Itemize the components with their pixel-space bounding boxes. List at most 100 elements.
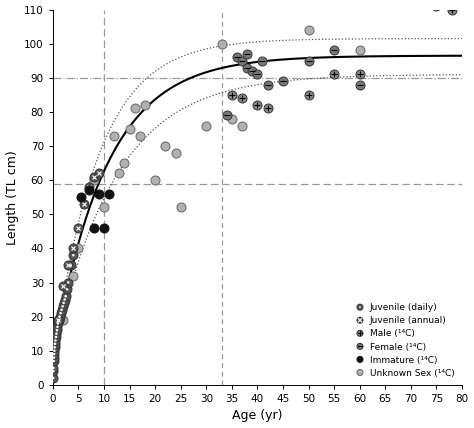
Point xyxy=(100,204,108,211)
Point xyxy=(85,184,92,190)
Point xyxy=(55,317,62,324)
Point xyxy=(243,64,251,71)
Point xyxy=(51,347,58,354)
Point xyxy=(51,341,59,348)
Point xyxy=(254,71,261,78)
Point xyxy=(64,286,71,293)
Point xyxy=(77,194,85,201)
Point xyxy=(53,330,60,337)
Point xyxy=(238,122,246,129)
Point xyxy=(305,92,312,98)
Point xyxy=(151,177,159,184)
Point xyxy=(55,317,62,324)
Point xyxy=(62,293,70,300)
Point xyxy=(60,300,67,306)
Point xyxy=(57,310,64,317)
Point xyxy=(330,47,338,54)
Point xyxy=(58,306,65,313)
Point xyxy=(131,105,138,112)
Point xyxy=(228,115,236,122)
Point xyxy=(90,173,98,180)
Point xyxy=(228,92,236,98)
Point xyxy=(54,320,62,327)
Point xyxy=(56,313,64,320)
Point xyxy=(433,3,440,9)
Point xyxy=(116,170,123,177)
Legend: Juvenile (daily), Juvenile (annual), Male (¹⁴C), Female (¹⁴C), Immature (¹⁴C), U: Juvenile (daily), Juvenile (annual), Mal… xyxy=(353,300,457,380)
Point xyxy=(85,187,92,194)
Point xyxy=(50,357,57,364)
Point xyxy=(57,310,64,317)
Point xyxy=(218,40,226,47)
Point xyxy=(126,125,133,132)
Point xyxy=(254,102,261,109)
Point xyxy=(55,317,63,324)
Point xyxy=(243,51,251,57)
Point xyxy=(356,47,364,54)
Point xyxy=(53,327,61,334)
Point xyxy=(50,354,58,361)
Point xyxy=(70,252,77,259)
Point xyxy=(55,317,63,324)
Point xyxy=(264,105,272,112)
Point xyxy=(95,170,103,177)
Point xyxy=(50,351,58,357)
Point xyxy=(248,68,256,74)
Point xyxy=(59,303,66,310)
Point xyxy=(238,95,246,102)
Point xyxy=(64,286,71,293)
Point xyxy=(67,262,74,269)
Point xyxy=(52,337,59,344)
Point xyxy=(90,225,98,232)
Point xyxy=(100,225,108,232)
Point xyxy=(54,324,61,330)
Point xyxy=(52,334,60,341)
Point xyxy=(70,252,77,259)
Point xyxy=(264,81,272,88)
Point xyxy=(202,122,210,129)
Point xyxy=(61,296,68,303)
Point xyxy=(121,160,128,166)
Point xyxy=(75,245,82,252)
Point xyxy=(54,320,62,327)
Point xyxy=(50,364,57,371)
Point xyxy=(60,300,67,306)
Point xyxy=(141,102,149,109)
Point xyxy=(50,354,58,361)
Point xyxy=(64,262,72,269)
Point xyxy=(59,317,67,324)
Point xyxy=(305,57,312,64)
Point xyxy=(52,337,59,344)
Point xyxy=(58,306,65,313)
Point xyxy=(54,317,62,324)
Point xyxy=(223,112,230,119)
Point xyxy=(330,71,338,78)
Point xyxy=(70,272,77,279)
Y-axis label: Length (TL cm): Length (TL cm) xyxy=(6,150,18,244)
Point xyxy=(305,27,312,33)
Point xyxy=(59,282,67,289)
Point xyxy=(49,368,57,374)
Point xyxy=(62,293,70,300)
Point xyxy=(95,190,103,197)
Point xyxy=(49,374,57,381)
Point xyxy=(64,279,72,286)
Point xyxy=(448,6,456,13)
Point xyxy=(105,190,113,197)
Point xyxy=(177,204,184,211)
Point xyxy=(50,351,58,357)
Point xyxy=(59,303,66,310)
Point xyxy=(50,364,57,371)
Point xyxy=(56,313,64,320)
Point xyxy=(238,57,246,64)
Point xyxy=(52,334,60,341)
Point xyxy=(67,262,74,269)
Point xyxy=(356,81,364,88)
Point xyxy=(51,344,58,351)
Point xyxy=(356,71,364,78)
Point xyxy=(75,225,82,232)
Point xyxy=(51,341,59,348)
Point xyxy=(80,201,87,208)
Point xyxy=(172,149,179,156)
Point xyxy=(51,344,58,351)
